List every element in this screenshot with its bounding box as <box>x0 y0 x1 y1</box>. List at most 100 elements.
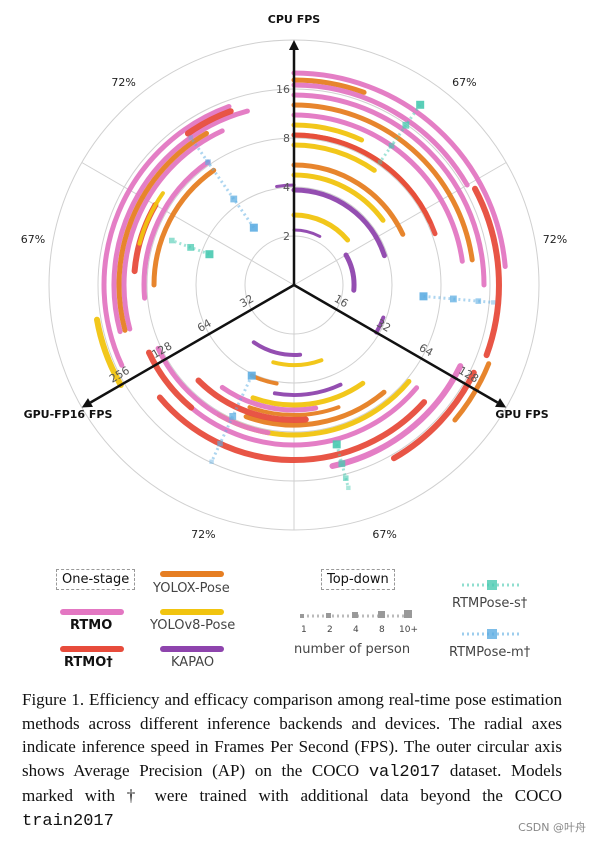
legend-label-rtmo: RTMO <box>70 618 113 633</box>
axis-1-tick-2: 64 <box>417 341 436 359</box>
axis-0-tick-0: 2 <box>283 230 290 243</box>
legend-swatch-yolov8 <box>160 609 224 615</box>
topdown-marker-1-0 <box>419 292 428 301</box>
arc-rtmo-37 <box>111 108 250 335</box>
topdown-marker-4-3 <box>188 135 193 140</box>
topdown-marker-4-2 <box>205 159 211 165</box>
topdown-marker-3-3 <box>209 459 214 464</box>
topdown-line-1 <box>423 294 494 304</box>
axis-line-2 <box>89 283 295 404</box>
legend-swatch-rtmo <box>60 609 124 615</box>
arc-rtmo-6 <box>291 112 465 264</box>
topdown-marker-1-2 <box>475 298 482 304</box>
size-label-8: 8 <box>379 625 385 635</box>
arc-rtmo-39 <box>121 128 225 332</box>
axes <box>81 40 507 408</box>
arc-kapao-31 <box>251 340 303 357</box>
topdown-marker-0-3 <box>377 159 383 165</box>
arc-yolox-pose-2 <box>291 77 367 95</box>
topdown-marker-2-3 <box>346 485 351 491</box>
ap-label-0: 67% <box>452 76 476 89</box>
topdown-marker-5-0 <box>205 250 214 259</box>
axis-title-0: CPU FPS <box>268 13 320 26</box>
arc-kapao-15 <box>343 252 357 293</box>
arc-yolox-pose-5 <box>291 102 475 263</box>
topdown-marker-1-1 <box>449 295 457 303</box>
arc-yolov8-pose-25 <box>250 380 366 408</box>
arc-kapao-13 <box>291 187 387 259</box>
arc-yolov8-pose-30 <box>271 358 324 368</box>
axis-1-tick-0: 16 <box>332 292 351 310</box>
watermark: CSDN @叶舟 <box>516 819 588 835</box>
size-marker-2 <box>326 613 331 618</box>
topdown-marker-0-1 <box>402 121 410 129</box>
legend-one-stage-label: One-stage <box>62 572 130 587</box>
axis-0-tick-1: 4 <box>283 181 290 194</box>
topdown-marker-2-2 <box>342 475 349 481</box>
arc-rtmo-28 <box>219 384 319 413</box>
axis-title-2: GPU-FP16 FPS <box>24 408 113 421</box>
arc-rtmo-34 <box>155 345 271 436</box>
topdown-marker-5-2 <box>169 237 175 244</box>
size-label-4: 4 <box>353 625 359 635</box>
topdown-marker-1-3 <box>491 300 496 305</box>
legend-swatch-yolox <box>160 571 224 577</box>
arc-rtmo-18 <box>329 363 464 469</box>
arc-rtmo--9 <box>291 132 438 237</box>
arc-rtmo-0 <box>291 70 508 269</box>
legend-label-kapao: KAPAO <box>171 655 215 670</box>
arc-kapao-16 <box>292 228 322 238</box>
arc-yolox-pose-43 <box>151 167 217 288</box>
topdown-markers <box>169 100 496 491</box>
caption-part1: Figure 1. Efficiency and efficacy compar… <box>22 690 562 780</box>
ap-label-3: 72% <box>191 528 215 541</box>
topdown-line-4 <box>189 136 256 229</box>
arc-rtmo--29 <box>195 377 309 423</box>
axis-arrow-1 <box>495 398 507 408</box>
arc-yolox-pose-11 <box>291 162 406 237</box>
arc-yolox-pose-24 <box>243 389 387 428</box>
axis-2-tick-1: 64 <box>195 317 214 335</box>
topdown-line-5 <box>171 239 210 256</box>
size-marker-8 <box>378 611 385 618</box>
legend-person-sizes <box>300 610 412 618</box>
legend-top-down-box: Top-down <box>321 569 395 590</box>
legend-top-down-label: Top-down <box>327 572 389 587</box>
legend-rtmpose-s-swatch <box>462 580 522 590</box>
size-label-10plus: 10+ <box>399 625 418 635</box>
ap-label-5: 72% <box>111 76 135 89</box>
arc-rtmo--38 <box>184 108 234 137</box>
legend-label-rtmo-dagger: RTMO† <box>64 655 113 670</box>
arc-yolov8-pose-12 <box>291 172 386 223</box>
axis-2-tick-0: 32 <box>238 292 257 310</box>
legend-swatch-kapao <box>160 646 224 652</box>
arc-rtmo--19 <box>391 369 477 462</box>
axis-arrow-2 <box>81 398 93 408</box>
topdown-marker-0-0 <box>416 100 425 109</box>
arc-yolox-pose-20 <box>452 361 492 423</box>
topdown-marker-2-1 <box>338 460 346 468</box>
ap-label-1: 72% <box>543 233 567 246</box>
caption-code1: val2017 <box>368 762 441 782</box>
arc-yolov8-pose-7 <box>291 122 365 143</box>
legend-swatch-rtmo-dagger <box>60 646 124 652</box>
legend-label-yolox: YOLOX-Pose <box>153 581 230 596</box>
topdown-marker-3-0 <box>247 371 256 380</box>
size-label-1: 1 <box>301 625 307 635</box>
arc-rtmo--1 <box>472 185 502 359</box>
topdown-marker-4-0 <box>249 223 258 232</box>
arc-yolox-pose-27 <box>247 405 341 418</box>
arc-rtmo-36 <box>101 104 232 368</box>
arcs <box>94 70 508 469</box>
axis-line-1 <box>293 283 499 404</box>
topdown-line-3 <box>210 374 254 463</box>
topdown-marker-5-1 <box>187 243 195 251</box>
ap-label-2: 67% <box>372 528 396 541</box>
size-marker-10plus <box>404 610 412 618</box>
caption-code2: train2017 <box>22 811 114 831</box>
arc-rtmo--35 <box>146 349 195 411</box>
topdown-marker-0-2 <box>388 142 395 149</box>
legend-label-rtmpose-s: RTMPose-s† <box>452 596 528 611</box>
size-marker-1 <box>300 614 304 618</box>
arc-yolox-pose-40 <box>116 130 209 333</box>
